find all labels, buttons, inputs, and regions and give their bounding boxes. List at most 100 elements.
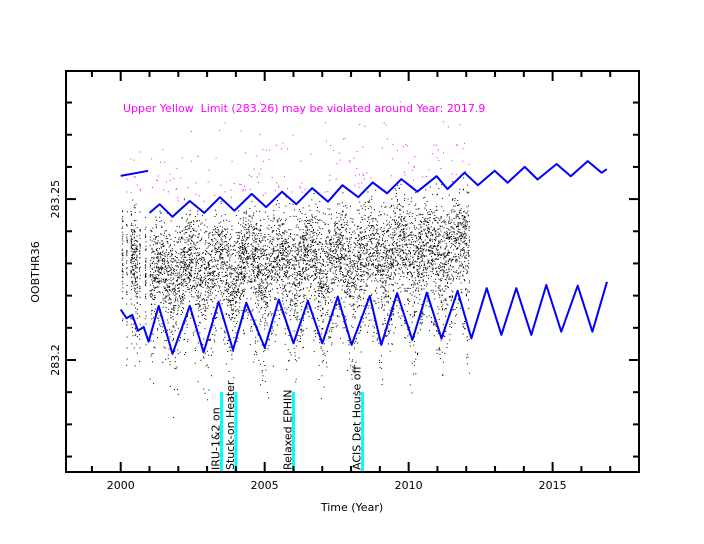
scatter-point xyxy=(221,280,223,281)
scatter-point xyxy=(198,325,200,326)
scatter-point xyxy=(267,275,269,277)
scatter-point xyxy=(155,262,157,264)
scatter-point xyxy=(299,284,301,286)
scatter-point xyxy=(130,250,132,252)
scatter-point xyxy=(217,234,219,236)
scatter-point xyxy=(403,232,405,234)
scatter-point xyxy=(309,209,311,211)
scatter-point xyxy=(370,260,372,262)
scatter-point xyxy=(304,237,306,239)
scatter-point xyxy=(201,264,203,266)
scatter-point xyxy=(169,364,171,366)
scatter-point xyxy=(241,276,243,278)
scatter-point xyxy=(318,249,320,251)
scatter-point xyxy=(172,333,174,335)
scatter-point xyxy=(407,246,408,248)
scatter-point xyxy=(229,304,231,306)
scatter-point xyxy=(379,235,381,237)
scatter-point xyxy=(361,288,363,290)
scatter-point xyxy=(175,324,177,326)
scatter-point xyxy=(383,233,385,234)
scatter-point xyxy=(249,208,251,209)
scatter-point xyxy=(207,296,209,298)
scatter-point xyxy=(130,272,132,273)
scatter-point xyxy=(428,330,430,332)
scatter-point xyxy=(134,231,136,233)
scatter-point xyxy=(340,235,342,237)
scatter-point xyxy=(234,268,236,270)
scatter-point xyxy=(156,287,158,289)
scatter-point xyxy=(347,258,349,260)
scatter-point xyxy=(194,216,196,217)
scatter-point xyxy=(323,386,325,388)
scatter-point xyxy=(332,250,334,251)
scatter-point xyxy=(180,276,182,278)
scatter-point xyxy=(303,255,305,257)
scatter-point xyxy=(281,241,283,243)
scatter-point xyxy=(222,247,223,248)
scatter-point xyxy=(307,268,309,270)
scatter-point xyxy=(206,350,208,352)
scatter-point xyxy=(136,292,138,294)
scatter-point xyxy=(296,279,298,281)
scatter-point xyxy=(311,214,313,216)
scatter-point xyxy=(456,215,458,217)
scatter-point xyxy=(421,248,423,250)
scatter-point xyxy=(421,245,423,247)
scatter-point xyxy=(152,353,154,355)
scatter-point xyxy=(257,326,258,328)
scatter-point xyxy=(449,237,451,239)
scatter-point xyxy=(301,329,302,331)
scatter-point xyxy=(467,192,469,194)
scatter-point xyxy=(132,280,134,282)
scatter-point xyxy=(308,264,310,266)
scatter-point xyxy=(233,291,234,292)
scatter-point xyxy=(268,291,270,293)
scatter-point xyxy=(277,275,279,277)
scatter-point xyxy=(459,250,461,252)
scatter-point xyxy=(220,290,221,292)
scatter-point xyxy=(392,259,394,261)
outlier-point xyxy=(130,158,132,160)
scatter-point xyxy=(188,263,190,265)
scatter-point xyxy=(451,226,453,228)
scatter-point xyxy=(145,248,147,250)
scatter-point xyxy=(221,253,223,255)
scatter-point xyxy=(404,264,406,266)
scatter-point xyxy=(322,319,324,321)
scatter-point xyxy=(311,295,312,297)
scatter-point xyxy=(441,309,443,311)
scatter-point xyxy=(295,250,297,252)
scatter-point xyxy=(454,231,456,233)
outlier-point xyxy=(284,176,285,178)
scatter-point xyxy=(338,244,340,246)
scatter-point xyxy=(459,222,461,223)
scatter-point xyxy=(460,233,462,235)
scatter-point xyxy=(163,330,165,332)
scatter-point xyxy=(435,210,437,211)
scatter-point xyxy=(173,240,175,242)
scatter-point xyxy=(190,262,192,264)
scatter-point xyxy=(194,330,196,332)
scatter-point xyxy=(405,232,407,234)
outlier-point xyxy=(447,126,449,128)
scatter-point xyxy=(131,213,132,215)
scatter-point xyxy=(371,238,372,239)
scatter-point xyxy=(452,296,453,298)
scatter-point xyxy=(392,251,394,253)
scatter-point xyxy=(402,260,404,262)
scatter-point xyxy=(180,297,182,299)
outlier-point xyxy=(443,152,444,154)
scatter-point xyxy=(286,256,288,258)
scatter-point xyxy=(208,289,210,291)
outlier-point xyxy=(349,160,351,162)
scatter-point xyxy=(390,258,392,260)
scatter-point xyxy=(467,184,469,186)
outlier-point xyxy=(359,124,361,126)
scatter-point xyxy=(250,327,252,329)
scatter-point xyxy=(417,248,419,250)
scatter-point xyxy=(294,243,296,245)
scatter-point xyxy=(314,231,316,233)
scatter-point xyxy=(182,307,184,308)
scatter-point xyxy=(453,233,455,235)
